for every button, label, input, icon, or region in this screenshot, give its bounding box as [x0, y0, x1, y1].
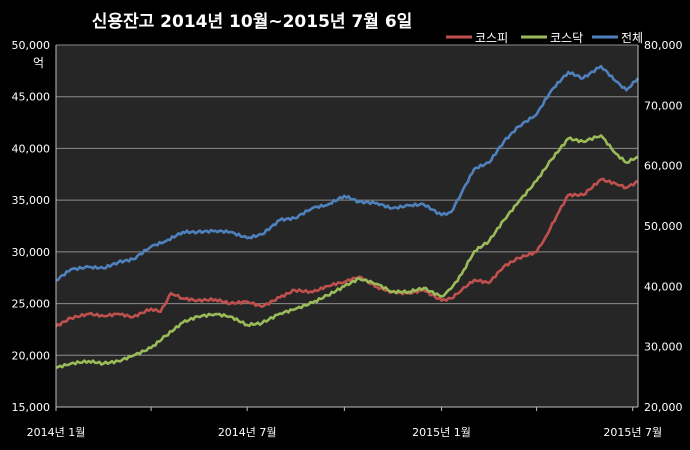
right-tick-label: 30,000 [644, 341, 683, 354]
series-line-3 [55, 64, 640, 282]
x-tick-label: 2015년 7월 [603, 426, 662, 439]
legend: 코스피 코스닥 전체 [446, 31, 643, 45]
x-tick-label: 2015년 1월 [412, 426, 471, 439]
left-tick-label: 50,000 [12, 39, 51, 52]
legend-label-1: 코스피 [475, 31, 508, 45]
legend-label-2: 코스닥 [550, 31, 583, 45]
gridlines [56, 44, 638, 408]
left-tick-label: 35,000 [12, 194, 51, 207]
right-tick-label: 20,000 [644, 401, 683, 414]
series-line-1 [55, 177, 639, 328]
left-tick-label: 30,000 [12, 246, 51, 259]
left-tick-label: 25,000 [12, 298, 51, 311]
axes: 15,000 20,000 25,000 30,000 35,000 40,000 45,0… [12, 39, 683, 439]
right-tick-label: 80,000 [644, 39, 683, 52]
right-tick-label: 60,000 [644, 160, 683, 173]
x-tick-label: 2014년 1월 [27, 426, 86, 439]
left-tick-label: 15,000 [12, 401, 51, 414]
chart-title: 신용잔고 2014년 10월~2015년 7월 6일 [92, 12, 413, 32]
left-tick-label: 20,000 [12, 349, 51, 362]
left-tick-label: 40,000 [12, 142, 51, 155]
series-line-2 [55, 134, 639, 370]
left-axis-unit-label: 억 [33, 56, 44, 70]
right-tick-label: 70,000 [644, 99, 683, 112]
right-tick-label: 50,000 [644, 220, 683, 233]
right-tick-label: 40,000 [644, 280, 683, 293]
legend-label-3: 전체 [621, 31, 643, 45]
x-tick-label: 2014년 7월 [218, 426, 277, 439]
left-tick-label: 45,000 [12, 91, 51, 104]
series-lines [55, 64, 640, 370]
